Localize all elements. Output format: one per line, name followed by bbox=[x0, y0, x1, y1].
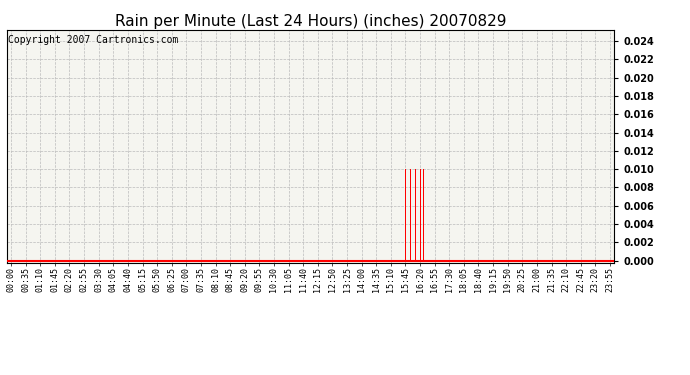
Title: Rain per Minute (Last 24 Hours) (inches) 20070829: Rain per Minute (Last 24 Hours) (inches)… bbox=[115, 14, 506, 29]
Bar bbox=[417, 169, 418, 261]
Bar bbox=[415, 169, 416, 261]
Bar bbox=[423, 169, 424, 261]
Bar bbox=[420, 169, 422, 261]
Bar bbox=[405, 169, 406, 261]
Text: Copyright 2007 Cartronics.com: Copyright 2007 Cartronics.com bbox=[8, 34, 179, 45]
